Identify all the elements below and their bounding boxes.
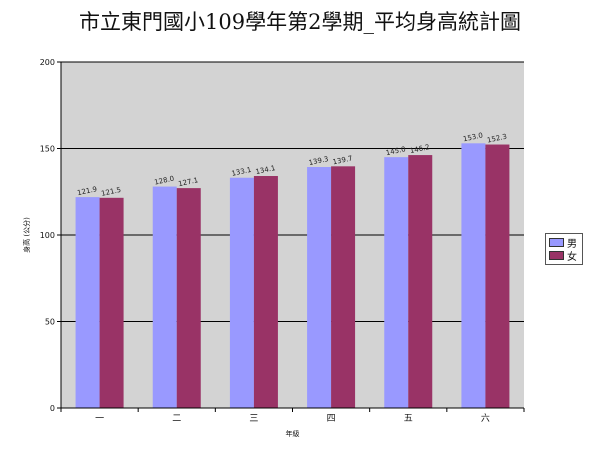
y-axis-label: 身高 (公分)	[22, 217, 31, 253]
legend-swatch-female	[549, 251, 564, 260]
data-label: 145.0	[385, 145, 406, 157]
data-label: 146.2	[409, 143, 430, 155]
y-tick-label: 200	[40, 58, 55, 67]
data-label: 139.3	[308, 155, 329, 167]
bar-male	[384, 157, 409, 408]
x-axis-label: 年級	[286, 429, 300, 438]
x-tick-label: 一	[95, 414, 104, 424]
bars	[75, 143, 510, 408]
x-tick-label: 五	[404, 414, 413, 424]
y-tick-label: 0	[50, 404, 55, 413]
y-tick-label: 50	[45, 318, 55, 327]
legend: 男 女	[545, 233, 583, 265]
bar-female	[408, 155, 433, 408]
legend-item-female: 女	[549, 249, 579, 263]
bar-male	[152, 186, 177, 408]
gridlines	[61, 61, 524, 322]
tick-labels: 0 50 100 150 200 一 二 三 四 五 六	[40, 58, 525, 424]
chart-title: 市立東門國小109學年第2學期_平均身高統計圖	[79, 10, 521, 34]
legend-swatch-male	[549, 238, 564, 247]
data-label: 134.1	[255, 164, 276, 176]
data-label: 139.7	[332, 154, 353, 166]
data-label: 128.0	[154, 175, 175, 187]
bar-female	[176, 188, 201, 408]
legend-label-female: 女	[567, 252, 577, 263]
bar-male	[307, 167, 332, 408]
bar-male	[75, 197, 100, 408]
data-label: 121.5	[101, 186, 122, 198]
x-tick-label: 二	[172, 414, 181, 424]
bar-female	[99, 197, 124, 408]
y-tick-label: 150	[40, 145, 55, 154]
data-label: 121.9	[77, 185, 98, 197]
legend-item-male: 男	[549, 236, 579, 250]
bar-male	[229, 177, 254, 408]
x-tick-label: 四	[327, 414, 336, 424]
data-label: 153.0	[462, 131, 483, 143]
data-label: 152.3	[486, 133, 507, 145]
data-labels: 121.9 121.5 128.0 127.1 133.1 134.1 139.3 139.7…	[77, 131, 508, 197]
data-label: 133.1	[231, 166, 252, 178]
bar-female	[253, 176, 278, 408]
y-tick-label: 100	[40, 231, 55, 240]
data-label: 127.1	[178, 176, 199, 188]
x-tick-label: 三	[249, 414, 258, 424]
legend-label-male: 男	[567, 239, 577, 250]
bar-male	[461, 143, 486, 408]
bar-female	[485, 144, 510, 408]
x-tick-label: 六	[481, 412, 490, 424]
bar-female	[331, 166, 356, 408]
